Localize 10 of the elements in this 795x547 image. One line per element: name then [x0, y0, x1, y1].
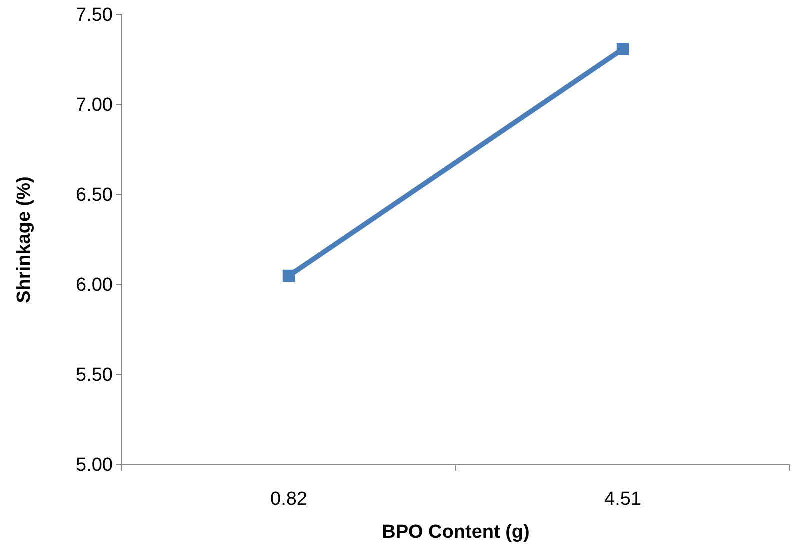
y-tick-label: 7.50 — [76, 5, 113, 26]
y-tick-label: 5.50 — [76, 365, 113, 386]
x-tick-label: 4.51 — [604, 489, 642, 510]
y-tick-label: 5.00 — [76, 455, 113, 476]
x-tick-label: 0.82 — [270, 489, 308, 510]
x-axis-title: BPO Content (g) — [382, 522, 530, 543]
y-tick-label: 6.50 — [76, 185, 113, 206]
y-axis-title: Shrinkage (%) — [14, 176, 35, 304]
y-tick-label: 7.00 — [76, 95, 113, 116]
y-tick-label: 6.00 — [76, 275, 113, 296]
